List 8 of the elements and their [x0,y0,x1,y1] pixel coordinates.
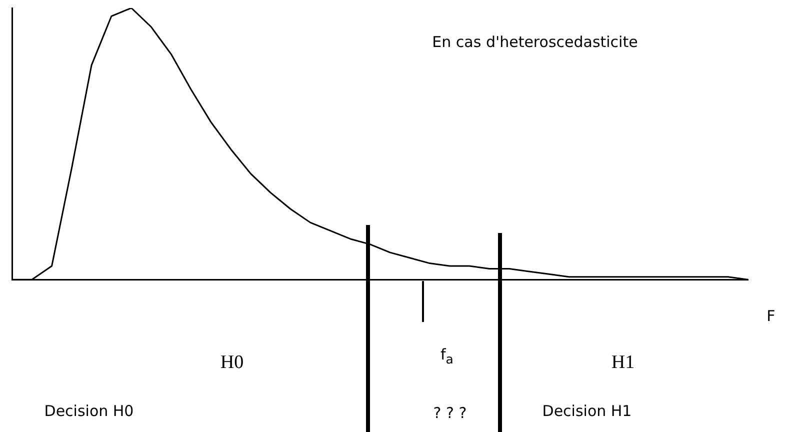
text: H1 [611,352,635,374]
text: f$_{a}$ [440,346,454,366]
annotation: En cas d'heteroscedasticite [432,33,638,51]
text: Decision H0 [44,402,134,420]
text: Decision H1 [542,402,632,420]
text: ? ? ? [433,404,467,422]
text: H0 [220,352,244,374]
x-axis-title: F [766,307,776,325]
